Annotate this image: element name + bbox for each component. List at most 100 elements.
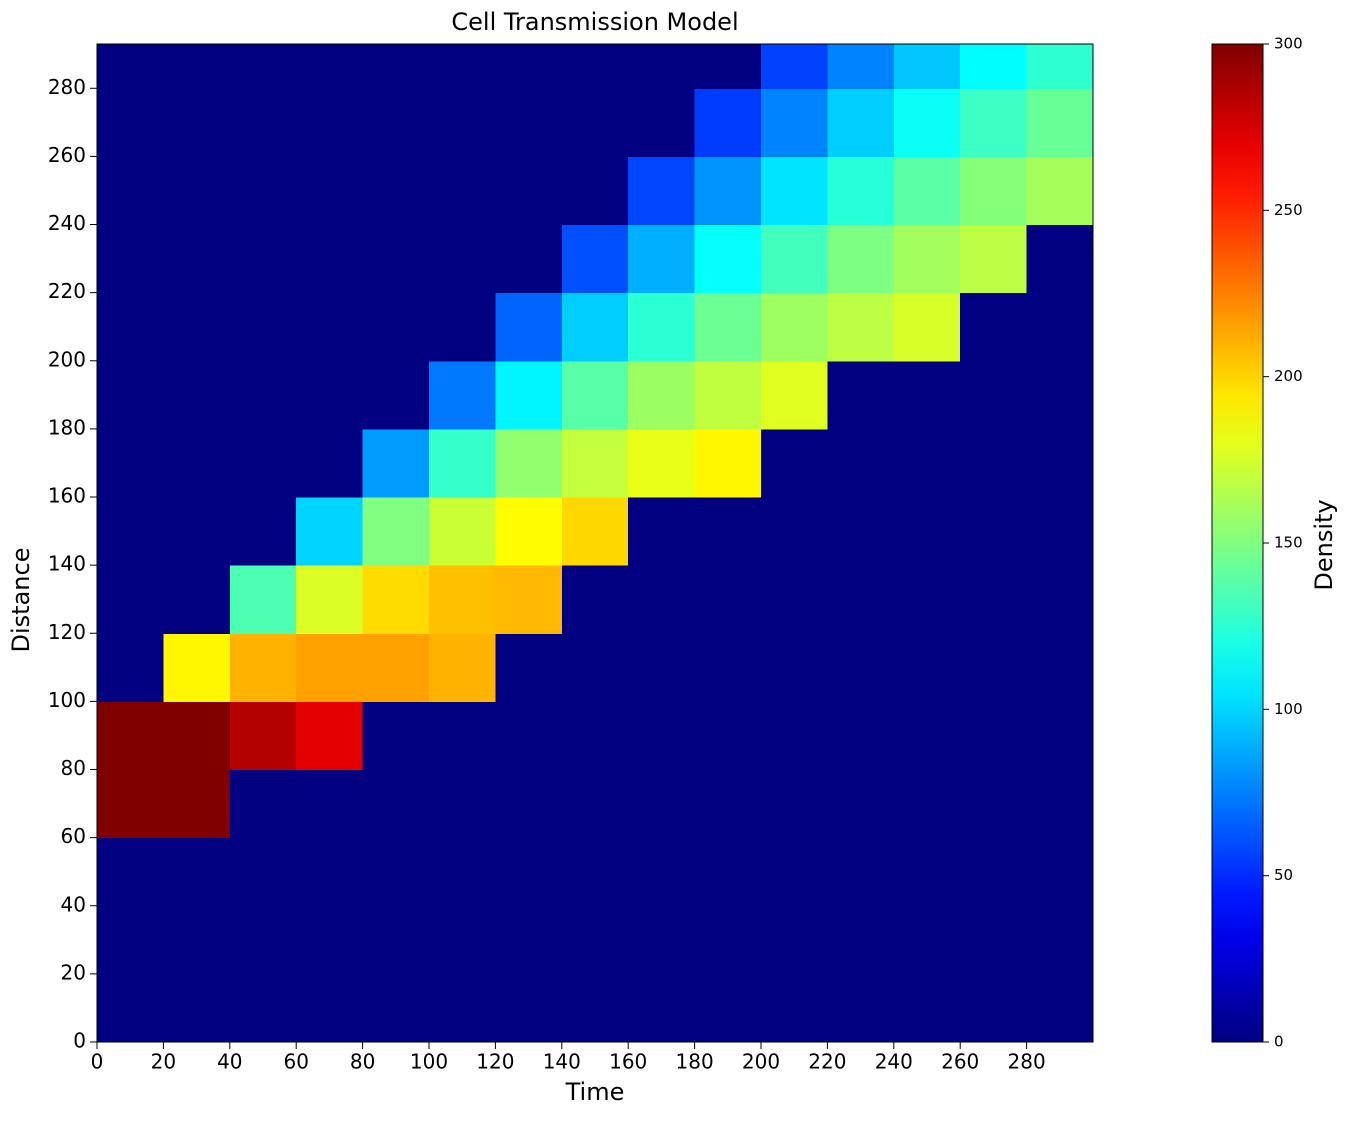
heatmap-cell — [761, 360, 828, 430]
heatmap-cell — [495, 837, 563, 907]
heatmap-cell — [561, 156, 629, 226]
heatmap-cell — [628, 292, 696, 362]
heatmap-cell — [827, 428, 895, 498]
heatmap-cell — [694, 905, 762, 975]
heatmap-cell — [362, 44, 430, 89]
heatmap-cell — [229, 905, 297, 975]
heatmap-cell — [628, 497, 696, 566]
heatmap-cell — [761, 497, 828, 566]
heatmap-cell — [827, 224, 895, 294]
heatmap-cell — [296, 769, 364, 839]
heatmap-cell — [429, 497, 496, 566]
heatmap-cell — [495, 769, 563, 839]
heatmap-cell — [893, 88, 961, 158]
colorbar-tick-label: 100 — [1274, 700, 1303, 718]
heatmap-cell — [163, 497, 231, 566]
heatmap-cell — [296, 973, 364, 1043]
heatmap-cell — [163, 88, 231, 158]
y-tick-label: 200 — [48, 347, 86, 371]
heatmap-cell — [628, 905, 696, 975]
heatmap-cell — [628, 44, 696, 89]
heatmap-cell — [1026, 292, 1094, 362]
heatmap-cell — [229, 837, 297, 907]
heatmap-cell — [495, 428, 563, 498]
y-tick-label: 140 — [48, 552, 86, 576]
heatmap-cell — [429, 633, 496, 702]
heatmap-cell — [827, 292, 895, 362]
heatmap-cell — [163, 44, 231, 89]
heatmap-cell — [429, 44, 496, 89]
heatmap-cell — [561, 224, 629, 294]
heatmap-cell — [694, 837, 762, 907]
y-tick-label: 160 — [48, 484, 86, 508]
heatmap-cell — [429, 565, 496, 634]
heatmap-cell — [694, 44, 762, 89]
heatmap-cell — [960, 360, 1028, 430]
heatmap-cell — [362, 156, 430, 226]
heatmap-cell — [827, 565, 895, 634]
heatmap-cell — [495, 88, 563, 158]
y-tick-label: 60 — [61, 824, 86, 848]
heatmap-cell — [694, 769, 762, 839]
heatmap-cell — [97, 428, 164, 498]
heatmap-cell — [761, 701, 828, 771]
x-tick-label: 220 — [808, 1050, 846, 1074]
heatmap-cell — [893, 497, 961, 566]
heatmap-cell — [893, 360, 961, 430]
x-tick-label: 180 — [676, 1050, 714, 1074]
heatmap-cell — [296, 224, 364, 294]
colorbar-tick-label: 250 — [1274, 201, 1303, 219]
heatmap-cell — [827, 44, 895, 89]
heatmap-cell — [694, 360, 762, 430]
heatmap-cell — [628, 156, 696, 226]
heatmap-cell — [761, 769, 828, 839]
chart-title: Cell Transmission Model — [451, 8, 738, 36]
heatmap-cell — [97, 633, 164, 702]
x-tick-label: 80 — [350, 1050, 375, 1074]
heatmap-cell — [362, 769, 430, 839]
heatmap-cell — [960, 633, 1028, 702]
heatmap-cell — [1026, 360, 1094, 430]
y-tick-label: 20 — [61, 960, 86, 984]
heatmap-cell — [296, 837, 364, 907]
heatmap-cell — [960, 769, 1028, 839]
heatmap-cell — [1026, 44, 1094, 89]
heatmap-cell — [960, 224, 1028, 294]
heatmap-cell — [296, 44, 364, 89]
heatmap-cell — [561, 497, 629, 566]
heatmap-cell — [429, 224, 496, 294]
heatmap-cell — [97, 565, 164, 634]
heatmap-cell — [827, 837, 895, 907]
heatmap-cell — [229, 44, 297, 89]
heatmap-cell — [761, 565, 828, 634]
heatmap-cell — [628, 633, 696, 702]
heatmap-cell — [429, 769, 496, 839]
heatmap-cell — [628, 428, 696, 498]
heatmap-cell — [761, 44, 828, 89]
y-tick-label: 0 — [73, 1029, 86, 1053]
heatmap-cell — [229, 224, 297, 294]
colorbar-tick-label: 150 — [1274, 534, 1303, 552]
heatmap-cell — [960, 428, 1028, 498]
colorbar-tick-label: 300 — [1274, 35, 1303, 53]
heatmap-cell — [761, 837, 828, 907]
heatmap-cell — [362, 360, 430, 430]
heatmap-cell — [362, 565, 430, 634]
heatmap-cell — [163, 633, 231, 702]
heatmap-cell — [229, 973, 297, 1043]
heatmap-cell — [229, 360, 297, 430]
heatmap-cell — [561, 905, 629, 975]
heatmap-cell — [296, 497, 364, 566]
heatmap-cell — [229, 88, 297, 158]
heatmap-cell — [628, 565, 696, 634]
heatmap-cell — [893, 905, 961, 975]
heatmap-cell — [163, 973, 231, 1043]
heatmap-cell — [163, 360, 231, 430]
heatmap-cell — [960, 973, 1028, 1043]
heatmap-cell — [960, 701, 1028, 771]
y-tick-label: 80 — [61, 756, 86, 780]
heatmap-cell — [229, 428, 297, 498]
heatmap-cell — [628, 360, 696, 430]
heatmap-cell — [97, 837, 164, 907]
heatmap-cell — [761, 224, 828, 294]
